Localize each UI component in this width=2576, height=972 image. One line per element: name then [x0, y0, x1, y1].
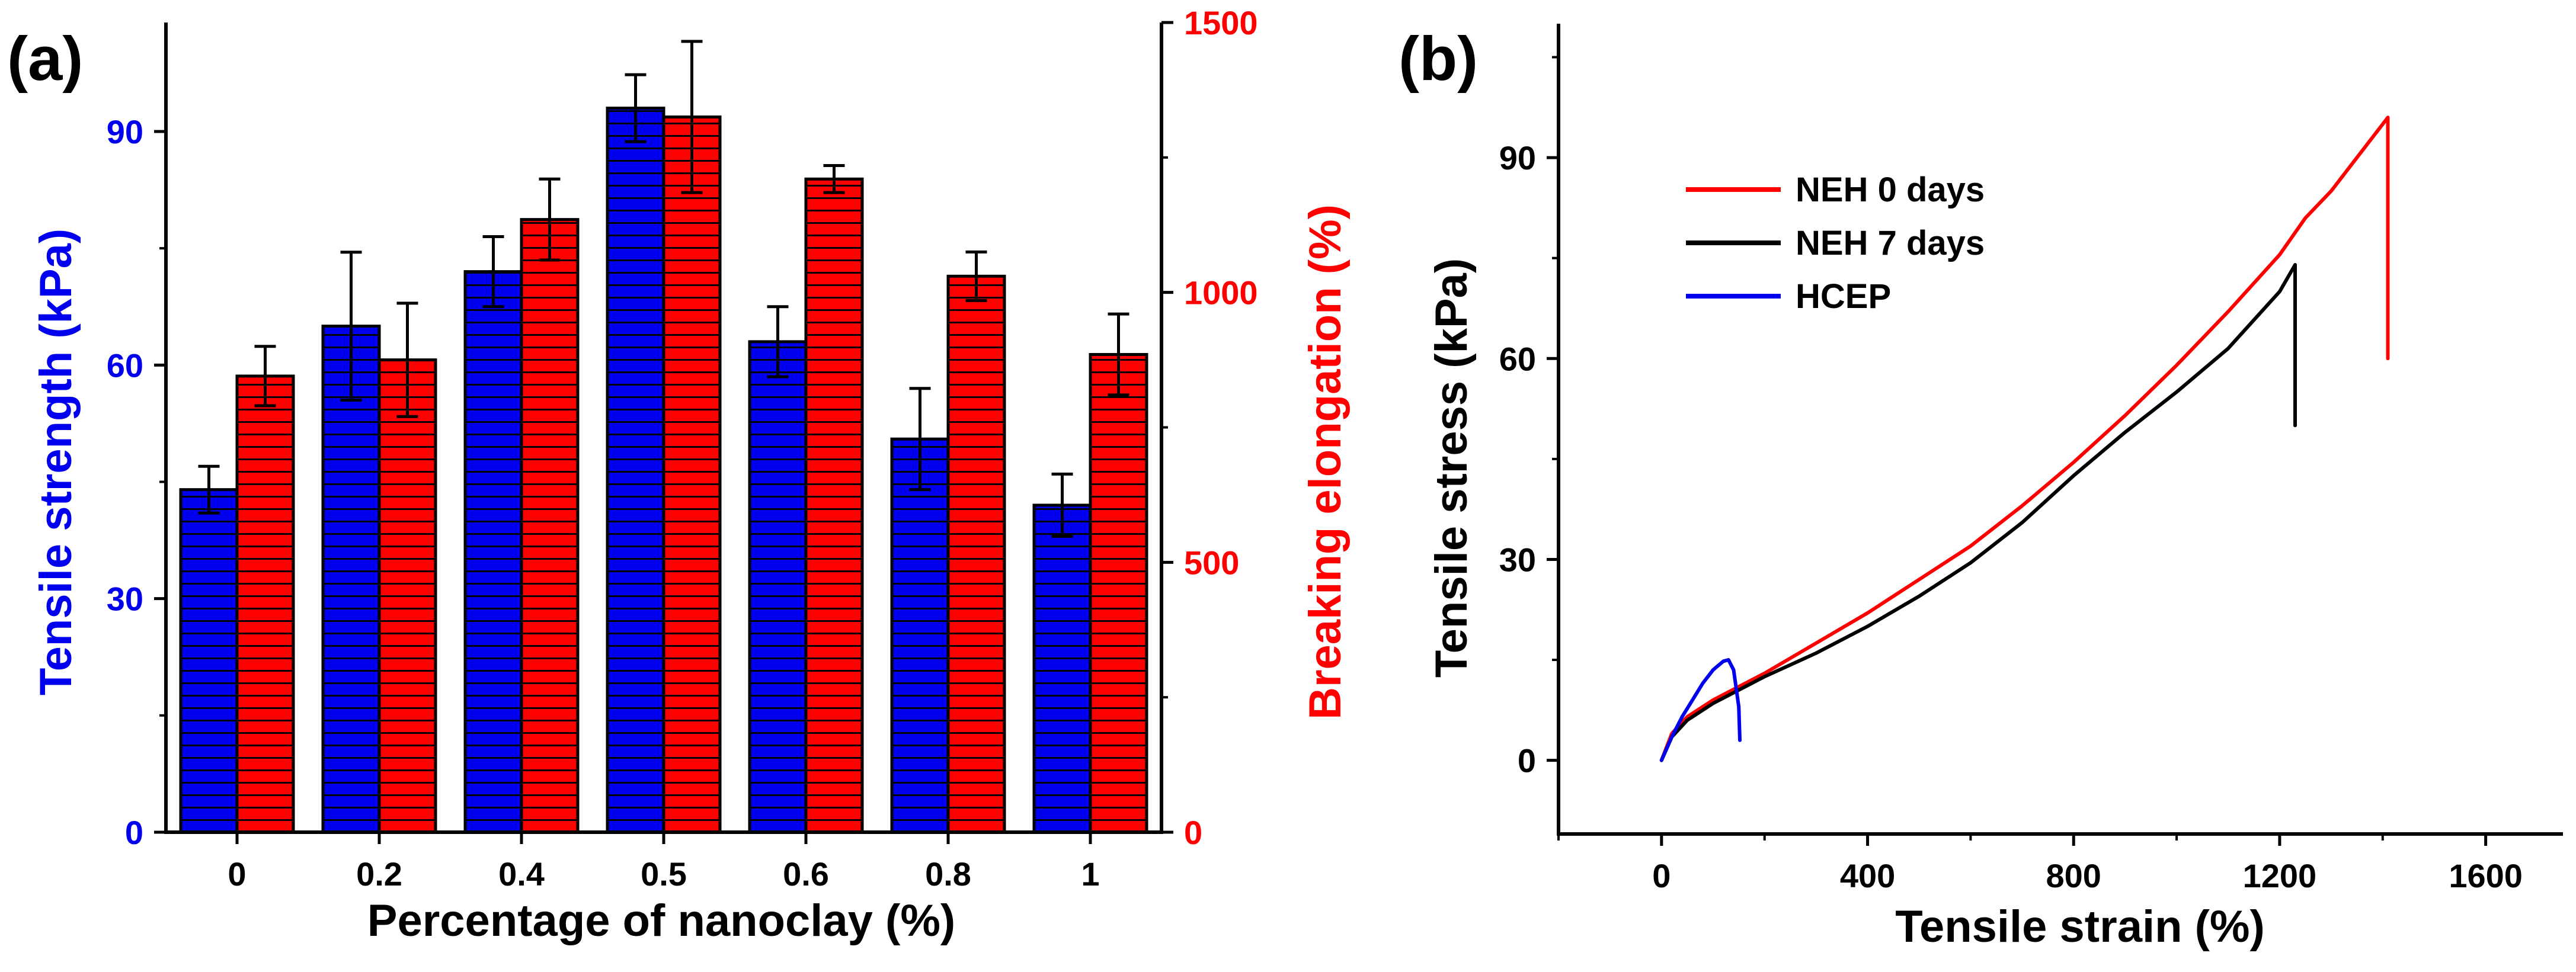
tensile-strength-bar: [606, 107, 665, 834]
tensile-strength-bar: [321, 325, 381, 834]
series-line-hcep: [1659, 658, 1742, 762]
panel-b-y-tick-label: 30: [1499, 541, 1536, 578]
breaking-elongation-bar: [804, 177, 864, 834]
panel-b-y-tick-label: 90: [1499, 139, 1536, 177]
panel-a: (a) 0 30 60 90 0 500 1000 1500 0 0.2 0.4 0.5 0.6 0.8 1…: [7, 4, 1351, 946]
panel-a-x-tick-label: 1: [1081, 855, 1099, 893]
panel-a-ylabel-right: Breaking elongation (%): [1300, 204, 1351, 720]
panel-b-x-tick-label: 1600: [2449, 857, 2523, 894]
panel-a-left-tick-label: 0: [125, 814, 143, 851]
panel-b-x-tick-label: 0: [1652, 857, 1671, 894]
panel-a-x-tick-label: 0: [228, 855, 246, 893]
panel-a-label: (a): [7, 24, 83, 94]
tensile-strength-bar: [179, 488, 239, 834]
tensile-strength-bar: [463, 270, 523, 834]
panel-a-xlabel: Percentage of nanoclay (%): [367, 896, 956, 946]
panel-b-ylabel: Tensile stress (kPa): [1426, 258, 1477, 678]
breaking-elongation-bar: [946, 274, 1006, 834]
panel-a-ylabel-left: Tensile strength (kPa): [31, 229, 81, 695]
legend-label: HCEP: [1796, 277, 1891, 316]
breaking-elongation-bar: [377, 358, 437, 834]
tensile-strength-bar: [890, 437, 950, 834]
panel-b-legend: NEH 0 days NEH 7 days HCEP: [1686, 171, 1985, 316]
panel-a-x-tick-label: 0.5: [641, 855, 687, 893]
breaking-elongation-bar: [235, 374, 295, 834]
panel-a-ticks: 0 30 60 90 0 500 1000 1500 0 0.2 0.4 0.5 0.6 0.8 1: [107, 4, 1258, 893]
panel-a-right-tick-label: 1000: [1184, 274, 1258, 312]
tensile-strength-bar: [1032, 503, 1092, 834]
panel-b-y-tick-label: 0: [1518, 742, 1536, 779]
panel-a-x-tick-label: 0.8: [925, 855, 971, 893]
series-line-neh-0-days: [1659, 116, 2390, 762]
breaking-elongation-bar: [520, 218, 580, 834]
panel-a-left-tick-label: 60: [107, 347, 143, 384]
tensile-strength-bar: [748, 340, 808, 834]
panel-b-frame: [1557, 24, 2563, 836]
breaking-elongation-bar: [662, 115, 722, 834]
panel-b-label: (b): [1399, 24, 1478, 94]
panel-b-x-tick-label: 1200: [2243, 857, 2317, 894]
panel-a-left-tick-label: 90: [107, 113, 143, 150]
panel-b-y-tick-label: 60: [1499, 340, 1536, 377]
panel-a-x-tick-label: 0.2: [356, 855, 402, 893]
panel-b-x-tick-label: 400: [1840, 857, 1895, 894]
panel-a-left-tick-label: 30: [107, 580, 143, 618]
panel-a-x-tick-label: 0.4: [498, 855, 545, 893]
panel-a-bars: [179, 40, 1148, 834]
panel-a-right-tick-label: 0: [1184, 814, 1202, 851]
panel-b-ticks: 0 400 800 1200 1600 0 30 60 90: [1499, 56, 2523, 894]
panel-b-x-tick-label: 800: [2046, 857, 2101, 894]
breaking-elongation-bar: [1089, 352, 1148, 834]
legend-label: NEH 0 days: [1796, 171, 1985, 209]
panel-b-lines: [1659, 116, 2390, 762]
panel-a-x-tick-label: 0.6: [783, 855, 829, 893]
panel-b-xlabel: Tensile strain (%): [1895, 902, 2265, 952]
series-line-neh-7-days: [1659, 263, 2297, 762]
panel-a-right-tick-label: 500: [1184, 544, 1239, 581]
legend-label: NEH 7 days: [1796, 224, 1985, 262]
panel-a-right-tick-label: 1500: [1184, 4, 1258, 41]
